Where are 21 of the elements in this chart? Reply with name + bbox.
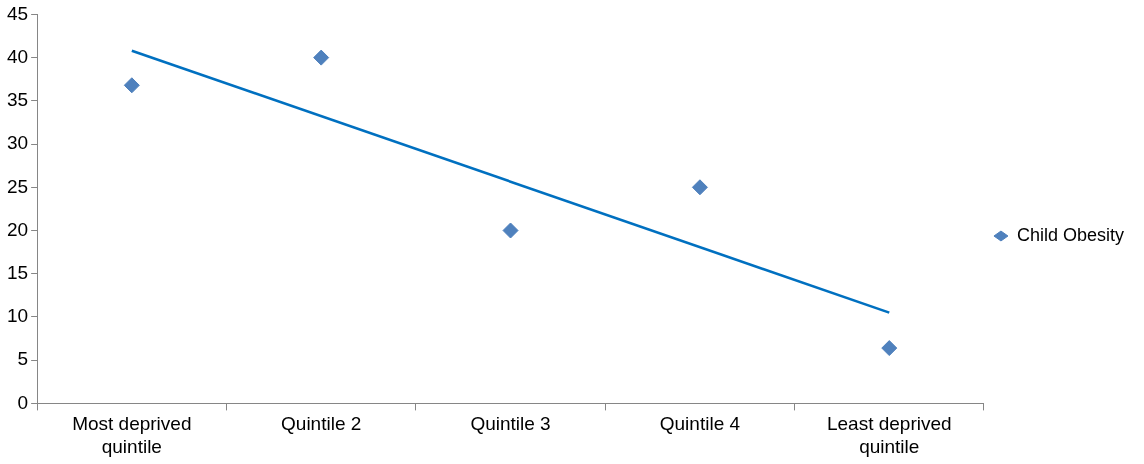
point — [881, 340, 898, 357]
point — [502, 222, 519, 239]
y-tick-label: 20 — [6, 218, 29, 240]
y-tick-label: 10 — [6, 305, 29, 327]
y-tick-label: 25 — [6, 175, 29, 197]
x-tick-label: Quintile 4 — [659, 413, 741, 435]
y-tick-label: 15 — [6, 261, 29, 283]
y-tick-label: 30 — [6, 132, 29, 154]
x-tick-label: Quintile 2 — [281, 413, 362, 435]
point — [313, 49, 330, 66]
x-tick-label: Quintile 3 — [470, 413, 551, 435]
x-tick-label: Least deprived quintile — [826, 413, 952, 457]
y-tick-label: 0 — [17, 391, 29, 413]
y-tick-label: 5 — [17, 348, 29, 370]
x-tick-label: Most deprived quintile — [72, 413, 192, 457]
legend-label: Child Obesity — [1016, 224, 1124, 245]
y-tick-label: 40 — [6, 45, 29, 67]
y-tick-label: 35 — [6, 89, 29, 111]
point — [123, 77, 140, 94]
y-tick-label: 45 — [6, 2, 29, 24]
point — [691, 179, 708, 196]
